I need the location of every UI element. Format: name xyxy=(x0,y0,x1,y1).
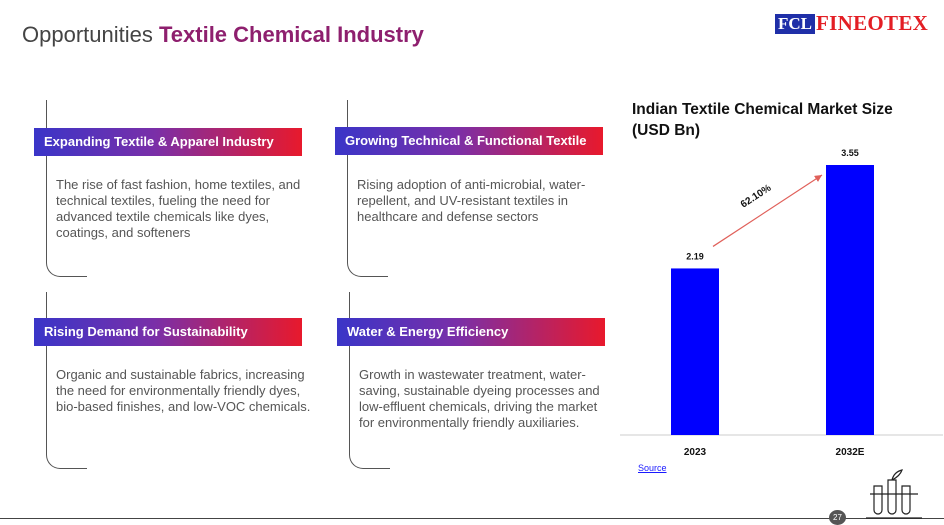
card-text: Growth in wastewater treatment, water-sa… xyxy=(359,367,600,430)
card-title: Expanding Textile & Apparel Industry xyxy=(34,128,302,156)
company-logo: FCL FINEOTEX xyxy=(775,11,928,36)
chart-canvas: 2.19 3.55 2023 2032E 62.10% xyxy=(620,148,943,458)
logo-name: FINEOTEX xyxy=(816,11,929,35)
chart-title: Indian Textile Chemical Market Size (USD… xyxy=(632,101,893,139)
lab-glassware-icon xyxy=(866,469,922,519)
footer-divider xyxy=(0,518,944,519)
category-label-2032e: 2032E xyxy=(836,447,865,458)
market-size-chart: Indian Textile Chemical Market Size (USD… xyxy=(615,95,944,485)
card-text: Rising adoption of anti-microbial, water… xyxy=(357,177,586,224)
card-frame xyxy=(349,292,390,469)
opportunity-card-1: Expanding Textile & Apparel Industry The… xyxy=(34,100,304,278)
card-title: Water & Energy Efficiency xyxy=(337,318,605,346)
card-text: Organic and sustainable fabrics, increas… xyxy=(56,367,311,414)
card-title: Growing Technical & Functional Textile xyxy=(335,127,603,155)
category-label-2023: 2023 xyxy=(684,447,707,458)
opportunity-card-4: Water & Energy Efficiency Growth in wast… xyxy=(337,292,607,470)
value-label-2023: 2.19 xyxy=(686,251,704,261)
page-title: Opportunities Textile Chemical Industry xyxy=(22,22,424,48)
growth-arrow xyxy=(712,174,823,247)
card-title: Rising Demand for Sustainability xyxy=(34,318,302,346)
card-frame xyxy=(46,292,87,469)
title-accent: Textile Chemical Industry xyxy=(158,22,424,47)
logo-mark: FCL xyxy=(775,13,815,34)
page-number: 27 xyxy=(829,510,846,525)
source-link[interactable]: Source xyxy=(638,463,667,473)
bar-2023 xyxy=(671,268,719,435)
growth-label: 62.10% xyxy=(739,183,773,211)
bar-2032e xyxy=(826,165,874,435)
card-frame xyxy=(347,100,388,277)
opportunity-card-2: Growing Technical & Functional Textile R… xyxy=(335,100,605,278)
card-frame xyxy=(46,100,87,277)
opportunity-card-3: Rising Demand for Sustainability Organic… xyxy=(34,292,310,470)
title-prefix: Opportunities xyxy=(22,22,153,47)
value-label-2032e: 3.55 xyxy=(841,148,859,158)
card-text: The rise of fast fashion, home textiles,… xyxy=(56,177,301,240)
